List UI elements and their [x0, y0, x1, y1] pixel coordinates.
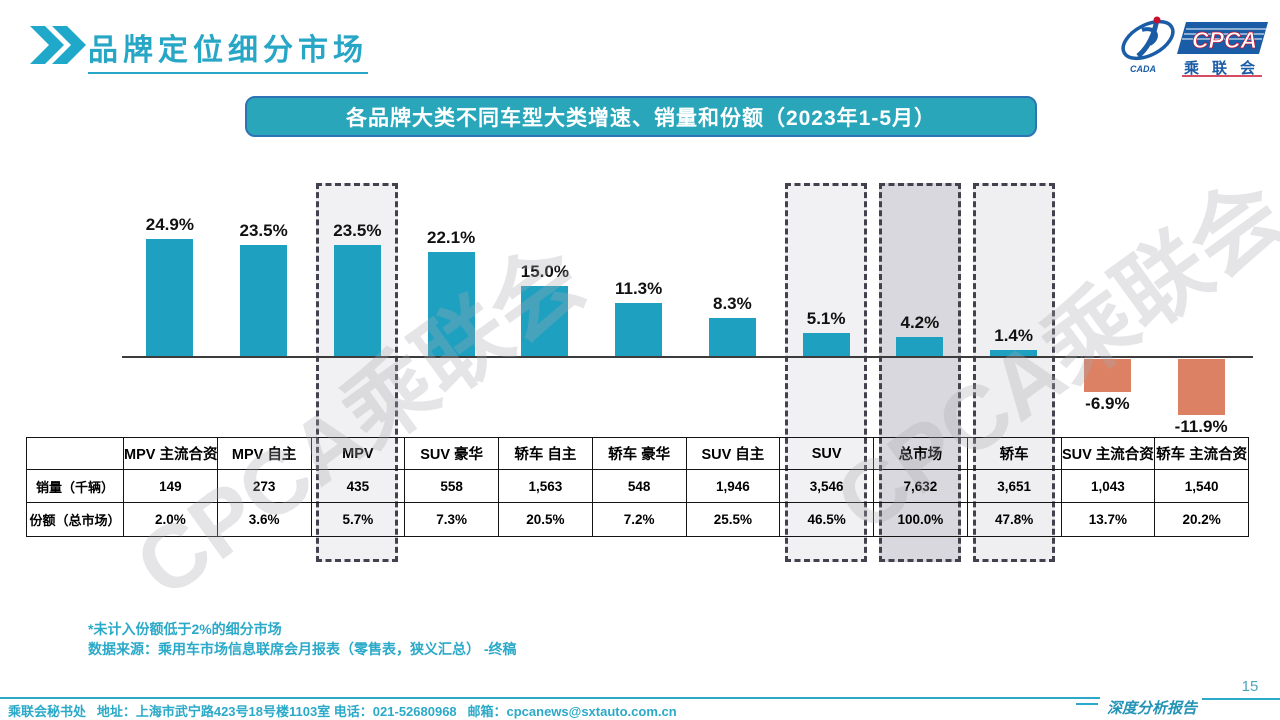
- table-cell: 5.7%: [310, 502, 406, 537]
- table-cell: 20.2%: [1154, 502, 1249, 537]
- logo-name-cn: 乘联会: [1183, 59, 1268, 77]
- contact-info: 乘联会秘书处 地址：上海市武宁路423号18号楼1103室 电话：021-526…: [8, 704, 677, 719]
- table-cell: 435: [310, 469, 406, 503]
- table-cell: 1,563: [498, 469, 593, 503]
- bar-value-label: 15.0%: [520, 262, 569, 281]
- table-cell: 1,043: [1060, 469, 1156, 503]
- growth-bar-SUV 主流合资: [1083, 359, 1131, 392]
- footnotes: *未计入份额低于2%的细分市场 数据来源：乘用车市场信息联席会月报表（零售表，狭…: [88, 619, 517, 659]
- footer-rule-left: [0, 697, 1100, 699]
- growth-bar-总市场: [896, 337, 944, 357]
- bar-value-label: -11.9%: [1174, 417, 1228, 436]
- growth-bar-SUV: [802, 333, 850, 357]
- table-cell: 100.0%: [873, 502, 968, 537]
- table-cell: 273: [216, 469, 312, 503]
- footnote-line1: *未计入份额低于2%的细分市场: [88, 621, 282, 637]
- growth-bar-SUV 自主: [708, 318, 756, 357]
- cpca-logo: CADA CPCA 乘联会: [1121, 16, 1268, 77]
- footer-rule-right: [1202, 698, 1280, 700]
- growth-bar-MPV 主流合资: [146, 239, 194, 357]
- bar-value-label: 23.5%: [239, 221, 288, 240]
- table-row: 份额（总市场） 2.0% 3.6% 5.7% 7.3% 20.5% 7.2% 25.5% 46.…: [26, 502, 1249, 537]
- bar-value-label: -6.9%: [1085, 394, 1130, 413]
- col-header: 轿车 自主: [498, 437, 593, 470]
- table-cell: 2.0%: [123, 502, 218, 537]
- col-header: MPV 主流合资: [123, 437, 218, 470]
- table-cell: 558: [404, 469, 499, 503]
- table-cell: 149: [123, 469, 218, 503]
- bar-value-label: 24.9%: [145, 215, 194, 234]
- row-label: 销量（千辆）: [26, 469, 124, 503]
- table-cell: 7.2%: [591, 502, 687, 537]
- footnote-line2: 数据来源：乘用车市场信息联席会月报表（零售表，狭义汇总） -终稿: [88, 641, 517, 657]
- bar-value-label: 1.4%: [994, 326, 1033, 345]
- table-cell: 20.5%: [498, 502, 593, 537]
- col-header: SUV: [779, 437, 874, 470]
- growth-bar-轿车 自主: [521, 286, 569, 357]
- table-cell: 3,546: [779, 469, 874, 503]
- bar-value-label: 4.2%: [900, 313, 940, 332]
- logo-cpca-text: CPCA: [1192, 27, 1257, 53]
- bar-value-label: 8.3%: [713, 294, 752, 313]
- col-header: MPV 自主: [216, 437, 312, 470]
- table-cell: 1,946: [685, 469, 781, 503]
- growth-bar-MPV: [333, 245, 381, 357]
- table-cell: 3,651: [966, 469, 1062, 503]
- table-row: MPV 主流合资 MPV 自主 MPV SUV 豪华 轿车 自主 轿车 豪华 SUV 自主 S…: [26, 437, 1249, 470]
- growth-bar-轿车 主流合资: [1177, 359, 1225, 415]
- page-title: 品牌定位细分市场: [88, 25, 368, 74]
- cada-emblem-icon: [1121, 16, 1175, 61]
- table-cell: 47.8%: [966, 502, 1062, 537]
- table-cell: 46.5%: [779, 502, 874, 537]
- table-cell: 1,540: [1154, 469, 1249, 503]
- table-cell: 7.3%: [404, 502, 499, 537]
- logo-banner-shape: [1177, 22, 1268, 54]
- growth-bar-MPV 自主: [240, 245, 288, 357]
- data-table: MPV 主流合资 MPV 自主 MPV SUV 豪华 轿车 自主 轿车 豪华 SUV 自主 S…: [26, 437, 1249, 537]
- col-header: 总市场: [873, 437, 968, 470]
- col-header: SUV 主流合资: [1060, 437, 1156, 470]
- report-type-label: 深度分析报告: [1106, 699, 1197, 717]
- x-axis-line: [122, 356, 1253, 358]
- page-number: 15: [1241, 678, 1259, 695]
- row-label: 份额（总市场）: [26, 502, 124, 537]
- table-cell: 7,632: [873, 469, 968, 503]
- col-header: MPV: [310, 437, 406, 470]
- chart-title: 各品牌大类不同车型大类增速、销量和份额（2023年1-5月）: [345, 106, 937, 130]
- double-chevron-icon: [30, 26, 86, 64]
- bar-value-label: 22.1%: [427, 228, 476, 247]
- growth-bar-SUV 豪华: [427, 252, 475, 357]
- table-cell: 25.5%: [685, 502, 781, 537]
- table-corner-cell: [26, 437, 124, 470]
- col-header: SUV 豪华: [404, 437, 499, 470]
- bar-value-label: 5.1%: [806, 309, 846, 328]
- bar-value-label: 23.5%: [333, 221, 382, 240]
- col-header: 轿车 豪华: [591, 437, 687, 470]
- bar-value-label: 11.3%: [614, 279, 663, 298]
- table-cell: 548: [591, 469, 687, 503]
- col-header: 轿车: [966, 437, 1062, 470]
- growth-bar-轿车 豪华: [615, 303, 663, 357]
- table-cell: 3.6%: [216, 502, 312, 537]
- chart-title-banner: 各品牌大类不同车型大类增速、销量和份额（2023年1-5月）: [245, 96, 1037, 137]
- col-header: 轿车 主流合资: [1154, 437, 1249, 470]
- table-row: 销量（千辆） 149 273 435 558 1,563 548 1,946 3,546 7,63…: [26, 469, 1249, 503]
- table-cell: 13.7%: [1060, 502, 1156, 537]
- logo-cada-text: CADA: [1130, 64, 1156, 74]
- growth-bar-轿车: [990, 350, 1038, 357]
- col-header: SUV 自主: [685, 437, 781, 470]
- footer-dash: [1076, 703, 1098, 705]
